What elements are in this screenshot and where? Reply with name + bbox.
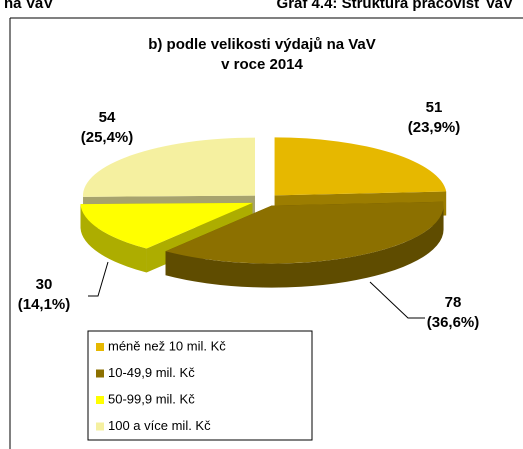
data-label: 78 [445, 294, 462, 311]
chart-title: b) podle velikosti výdajů na VaV [148, 36, 376, 53]
data-label: (36,6%) [427, 314, 480, 331]
leader-line [88, 261, 109, 297]
legend [87, 330, 313, 441]
pie [80, 137, 447, 288]
legend-label: 100 a více mil. Kč [108, 418, 211, 433]
header-left: na VaV [4, 0, 53, 12]
slice [82, 137, 255, 197]
header-right: Graf 4.4: Struktura pracovišť VaV [277, 0, 513, 12]
leader-line [369, 281, 425, 319]
legend-label: 10-49,9 mil. Kč [108, 365, 195, 380]
data-label: (14,1%) [18, 296, 71, 313]
data-label: (25,4%) [81, 129, 134, 146]
slice-side [80, 204, 147, 273]
slice-side [165, 205, 444, 288]
legend-swatch [96, 422, 104, 431]
slice [165, 201, 444, 264]
data-label: 51 [426, 99, 443, 116]
data-label: 54 [99, 109, 116, 126]
chart-title: v roce 2014 [221, 56, 303, 73]
legend-swatch [96, 369, 104, 378]
legend-swatch [96, 396, 104, 404]
legend-swatch [96, 343, 104, 351]
slice [80, 202, 253, 249]
slice [274, 137, 447, 196]
legend-label: méně než 10 mil. Kč [108, 338, 226, 353]
legend-label: 50-99,9 mil. Kč [108, 391, 195, 406]
data-label: (23,9%) [408, 119, 461, 136]
data-label: 30 [36, 276, 53, 293]
